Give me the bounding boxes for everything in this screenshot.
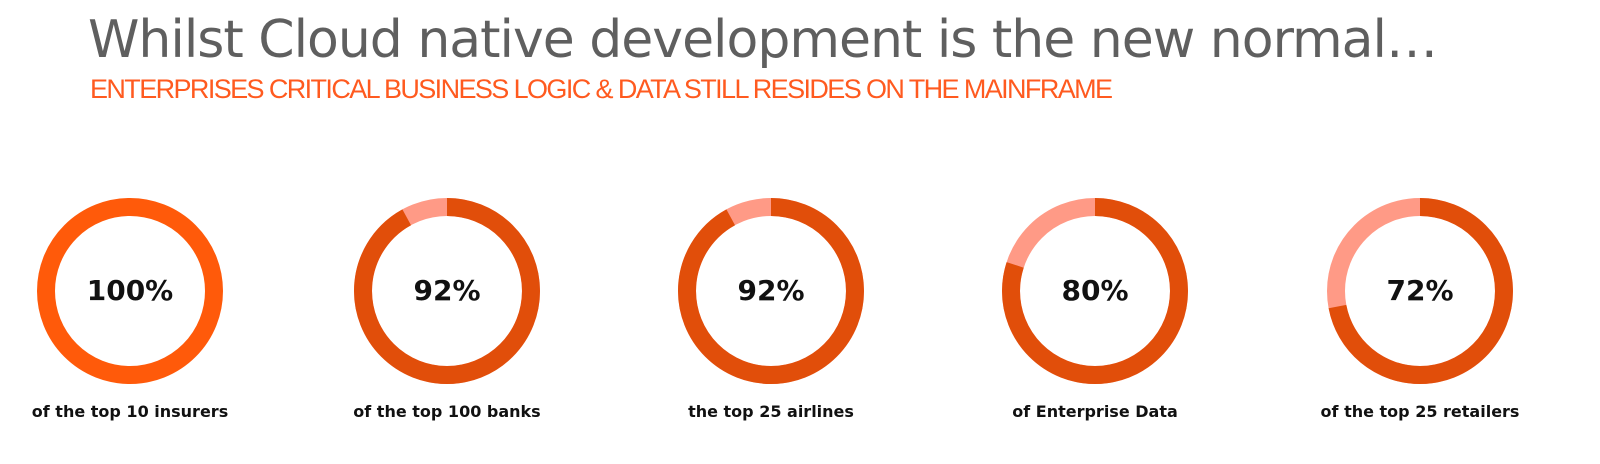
page-title: Whilst Cloud native development is the n… — [88, 10, 1438, 70]
donut-chart-retailers — [1327, 198, 1513, 384]
stat-caption-insurers: of the top 10 insurers — [31, 402, 229, 421]
stat-retailers: 72% of the top 25 retailers — [1290, 196, 1550, 446]
stat-value-insurers: 100% — [86, 274, 174, 307]
stat-insurers: 100% of the top 10 insurers — [0, 196, 260, 446]
stat-value-banks: 92% — [413, 274, 481, 307]
stat-airlines: 92% the top 25 airlines — [641, 196, 901, 446]
donut-slice-filled — [1327, 198, 1513, 384]
stat-value-retailers: 72% — [1386, 274, 1454, 307]
donut-slice-filled — [354, 198, 540, 384]
stat-value-enterprise-data: 80% — [1061, 274, 1129, 307]
stat-caption-airlines: the top 25 airlines — [688, 402, 854, 421]
donut-chart-insurers — [37, 198, 223, 384]
stat-enterprise-data: 80% of Enterprise Data — [965, 196, 1225, 446]
donut-slice-filled — [1002, 198, 1188, 384]
stat-caption-retailers: of the top 25 retailers — [1320, 402, 1520, 421]
donut-slice-filled — [678, 198, 864, 384]
stat-caption-enterprise-data: of Enterprise Data — [1012, 402, 1178, 421]
stat-value-airlines: 92% — [737, 274, 805, 307]
donut-chart-airlines — [678, 198, 864, 384]
stat-caption-banks: of the top 100 banks — [353, 402, 541, 421]
stat-banks: 92% of the top 100 banks — [317, 196, 577, 446]
donut-slice-filled — [37, 198, 223, 384]
donut-chart-enterprise-data — [1002, 198, 1188, 384]
page-subtitle: ENTERPRISES CRITICAL BUSINESS LOGIC & DA… — [90, 74, 1113, 104]
donut-chart-banks — [354, 198, 540, 384]
